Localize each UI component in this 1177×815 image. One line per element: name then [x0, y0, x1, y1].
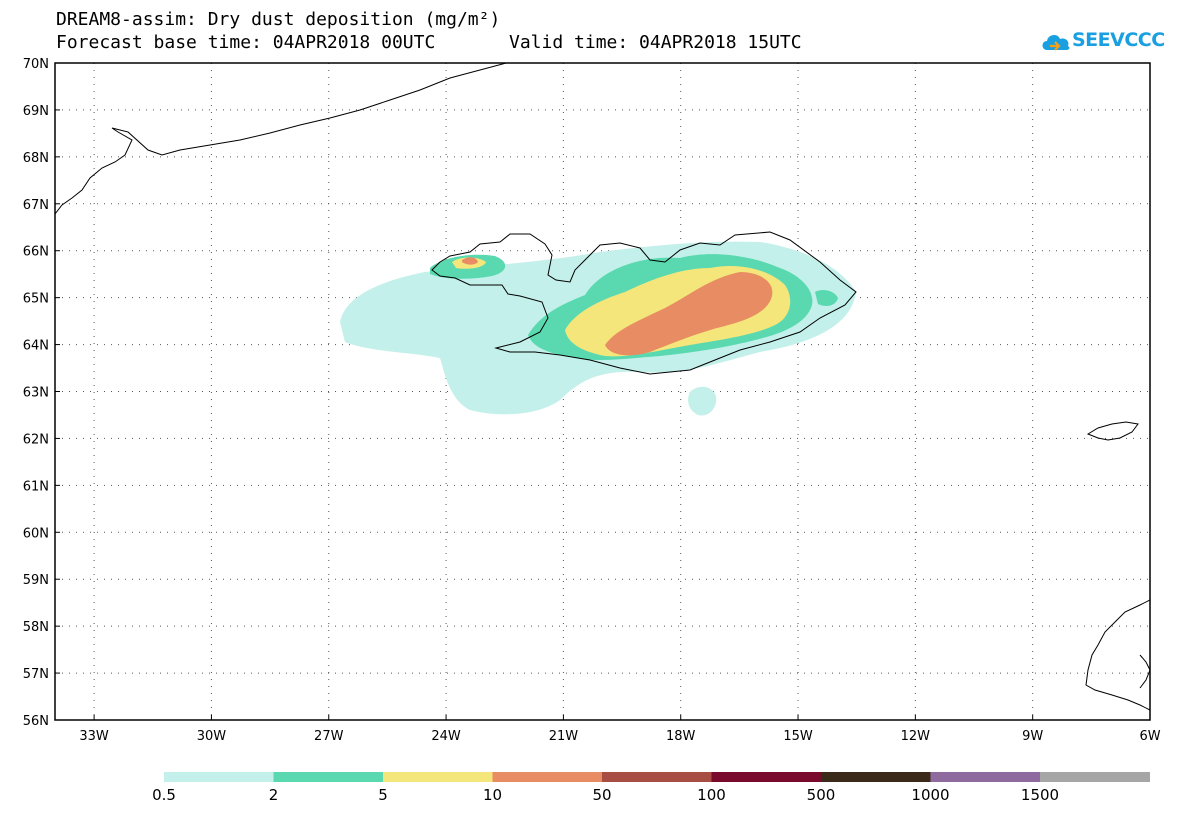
colorbar-swatch	[164, 772, 274, 782]
map-frame	[54, 62, 1151, 721]
lat-label: 67N	[23, 198, 49, 213]
lon-label: 27W	[314, 729, 344, 744]
colorbar-swatch	[273, 772, 384, 782]
colorbar-label: 1500	[1021, 786, 1059, 804]
lat-label: 58N	[23, 620, 49, 635]
colorbar-swatch	[1040, 772, 1150, 782]
iceland-coastline	[431, 231, 857, 375]
lat-label: 59N	[23, 573, 49, 588]
lon-label: 30W	[197, 729, 227, 744]
valid-time: Valid time: 04APR2018 15UTC	[509, 32, 802, 53]
colorbar-swatch	[492, 772, 603, 782]
lat-label: 64N	[23, 339, 49, 354]
cloud-icon	[1042, 35, 1070, 51]
coastlines	[55, 63, 1150, 711]
logo-text: SEEVCCC	[1072, 29, 1165, 51]
lat-label: 66N	[23, 245, 49, 260]
lat-label: 60N	[23, 526, 49, 541]
dust-deposition-field	[340, 241, 856, 416]
lon-label: 33W	[79, 729, 109, 744]
colorbar-swatch	[711, 772, 822, 782]
lat-label: 62N	[23, 432, 49, 447]
faroe-islands-coastline	[1086, 421, 1139, 441]
lat-label: 69N	[23, 104, 49, 119]
colorbar	[164, 772, 1150, 782]
shetland-coastline	[1139, 654, 1150, 689]
dust-contour-0.5-small	[688, 386, 717, 416]
lat-label: 65N	[23, 292, 49, 307]
colorbar-swatch	[930, 772, 1041, 782]
colorbar-label: 100	[697, 786, 726, 804]
colorbar-label: 50	[592, 786, 611, 804]
colorbar-label: 1000	[911, 786, 949, 804]
scotland-coastline	[1085, 599, 1150, 711]
colorbar-label: 500	[807, 786, 836, 804]
lon-label: 12W	[901, 729, 931, 744]
map-title: DREAM8-assim: Dry dust deposition (mg/m²…	[56, 9, 501, 30]
colorbar-swatch	[602, 772, 712, 782]
dust-contour-10-west	[462, 257, 478, 265]
colorbar-swatch	[821, 772, 931, 782]
lon-label: 6W	[1139, 729, 1160, 744]
lat-label: 63N	[23, 386, 49, 401]
forecast-times: Forecast base time: 04APR2018 00UTC Valid…	[56, 32, 802, 53]
lat-label: 57N	[23, 667, 49, 682]
colorbar-label: 10	[483, 786, 502, 804]
colorbar-label: 0.5	[152, 786, 176, 804]
colorbar-labels: 0.5 2 5 10 50 100 500 1000 1500	[152, 786, 1059, 804]
graticule	[55, 62, 1151, 721]
latitude-labels: 70N 69N 68N 67N 66N 65N 64N 63N 62N 61N 60N 59N 58N 5…	[23, 57, 49, 729]
colorbar-label: 5	[378, 786, 388, 804]
colorbar-label: 2	[269, 786, 279, 804]
dust-contour-2-east	[815, 290, 838, 306]
lon-label: 24W	[431, 729, 461, 744]
base-time: Forecast base time: 04APR2018 00UTC	[56, 32, 436, 53]
lat-label: 56N	[23, 714, 49, 729]
lon-label: 18W	[666, 729, 696, 744]
colorbar-swatch	[383, 772, 493, 782]
lon-label: 9W	[1022, 729, 1043, 744]
longitude-labels: 33W 30W 27W 24W 21W 18W 15W 12W 9W 6W	[79, 729, 1160, 744]
seevccc-logo: SEEVCCC	[1040, 26, 1165, 56]
lon-label: 15W	[783, 729, 813, 744]
dust-contour-10	[605, 272, 773, 356]
lat-label: 61N	[23, 479, 49, 494]
lon-label: 21W	[549, 729, 579, 744]
lat-label: 68N	[23, 151, 49, 166]
greenland-coastline	[55, 63, 509, 215]
lat-label: 70N	[23, 57, 49, 72]
